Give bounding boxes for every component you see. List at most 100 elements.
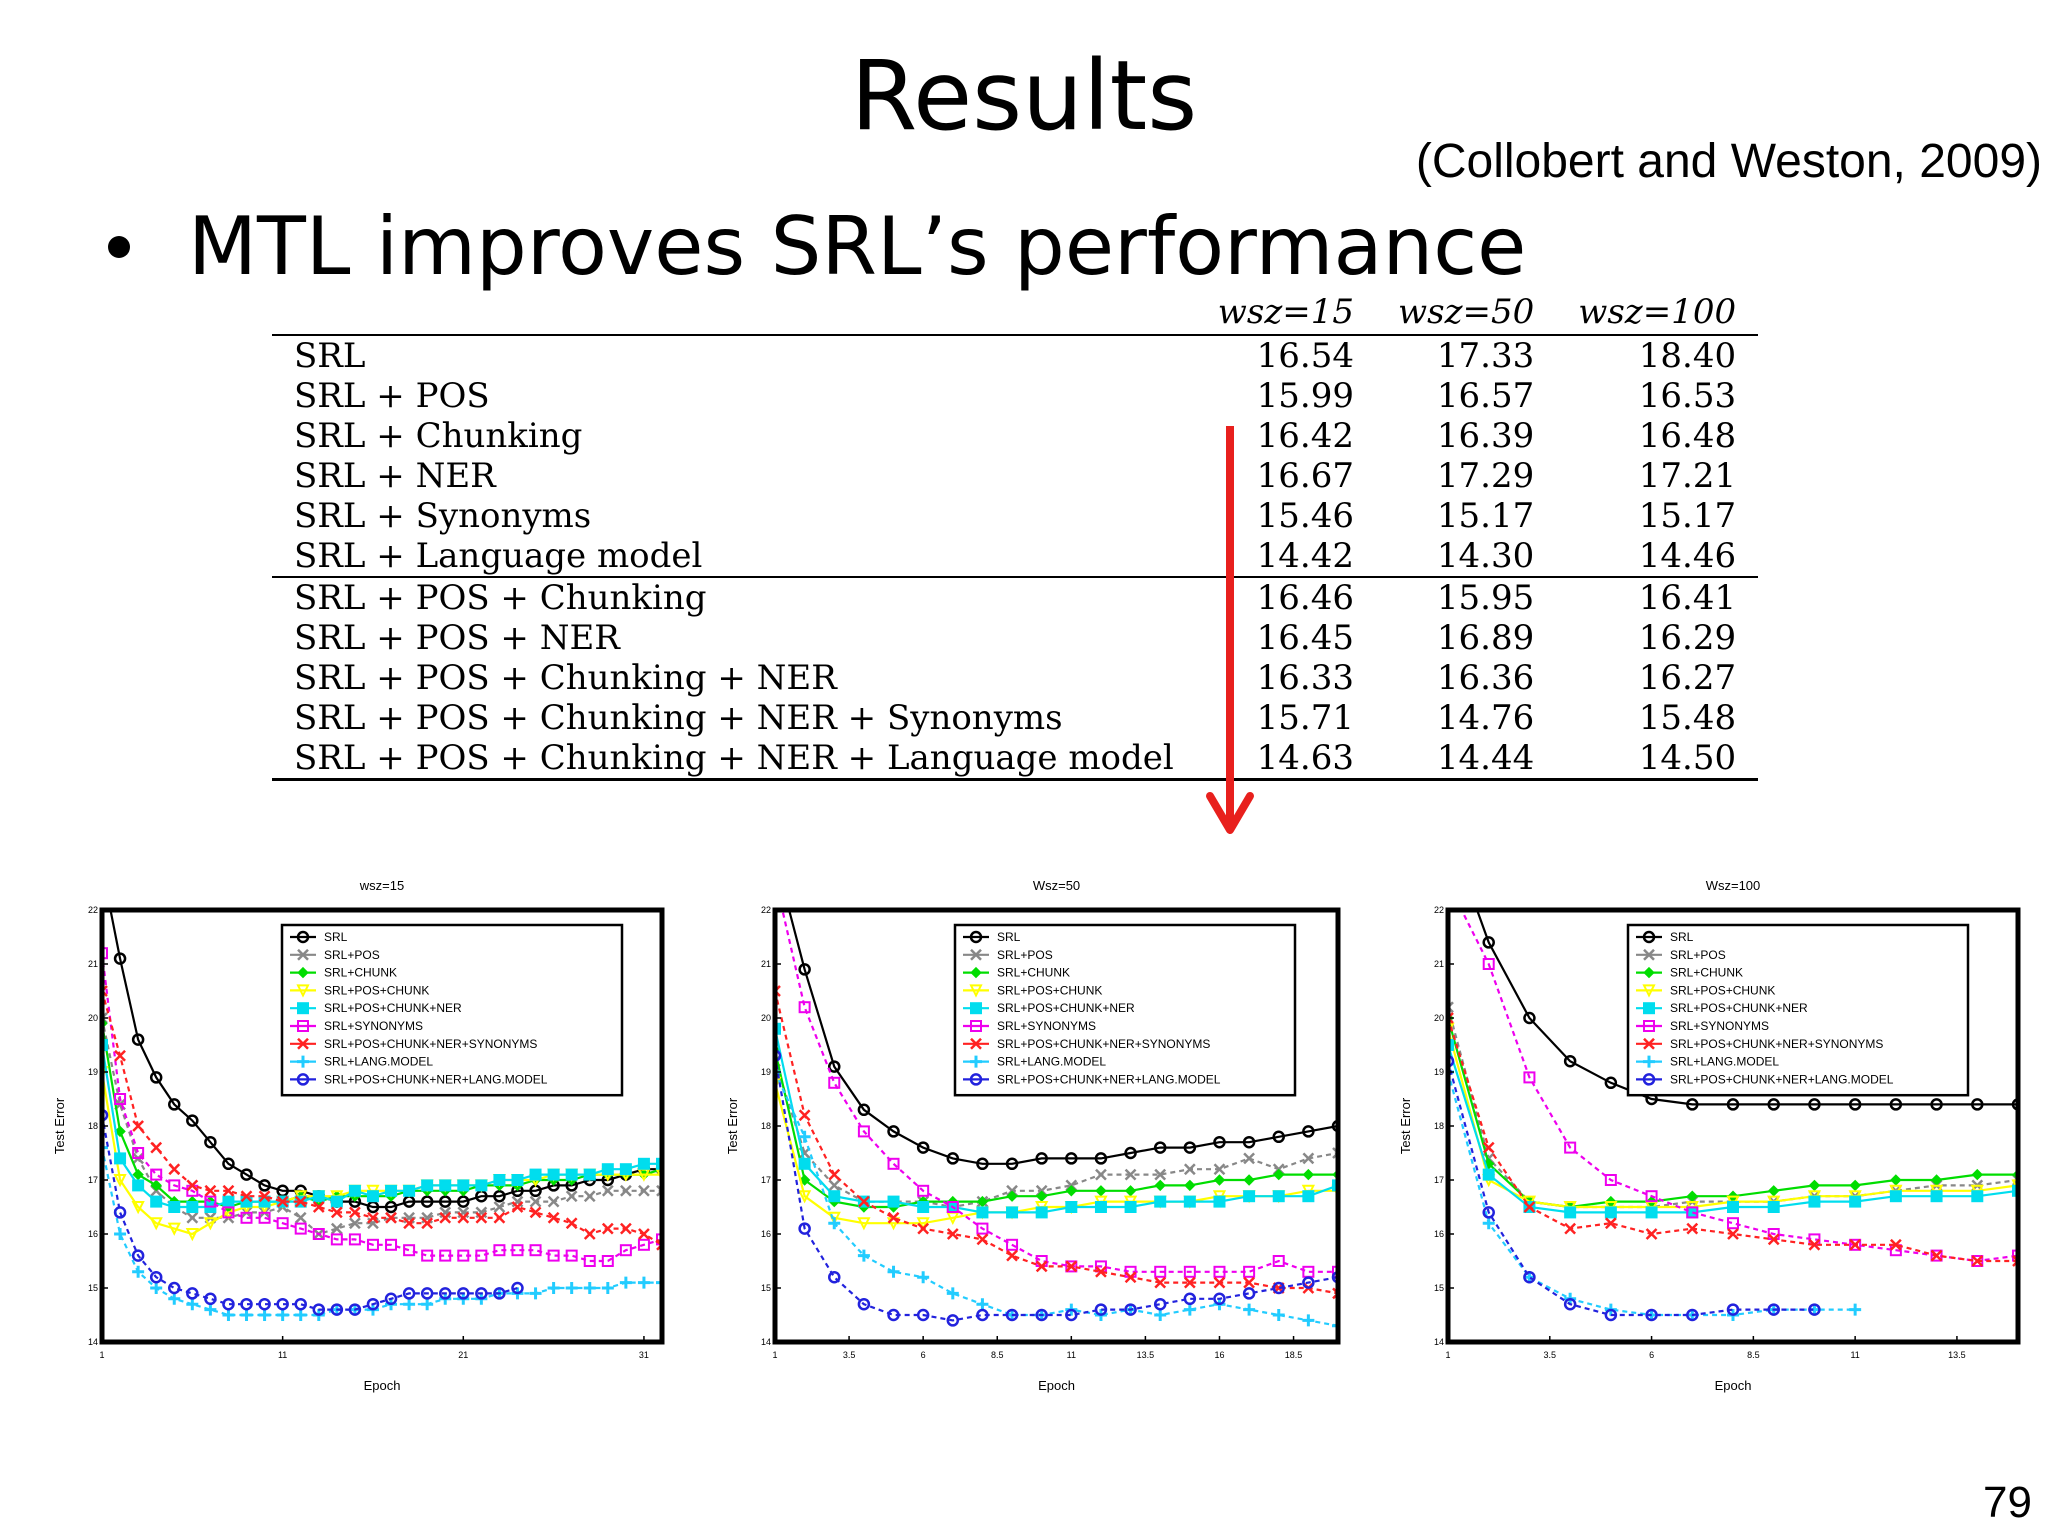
chart-point <box>1154 1168 1167 1181</box>
chart-point <box>420 1287 434 1300</box>
chart-series <box>775 1049 1338 1327</box>
chart-point <box>946 1228 959 1240</box>
chart-point <box>168 1179 181 1192</box>
chart-point <box>565 1190 578 1203</box>
chart-point <box>1523 1201 1536 1213</box>
chart-point <box>828 1179 841 1192</box>
chart-point <box>1005 1308 1019 1322</box>
chart-point <box>493 1174 506 1186</box>
chart-point <box>1035 1260 1048 1273</box>
chart-point <box>770 873 780 883</box>
chart-point <box>1183 1195 1196 1208</box>
chart-point <box>149 1270 163 1284</box>
chart-title: Wsz=50 <box>1033 878 1080 893</box>
chart-point <box>1808 1098 1821 1111</box>
chart-point <box>917 1271 930 1284</box>
chart-point <box>565 1168 578 1181</box>
chart-point <box>1183 1303 1196 1316</box>
chart-point <box>294 1222 307 1235</box>
legend-label: SRL+POS+CHUNK+NER+LANG.MODEL <box>324 1072 548 1086</box>
chart-point <box>1448 1012 1454 1024</box>
chart-point <box>916 1308 930 1322</box>
chart-point <box>1482 1217 1495 1230</box>
chart-point <box>384 1200 398 1214</box>
x-tick-label: 13.5 <box>1948 1350 1966 1360</box>
chart-point <box>240 1211 253 1224</box>
chart-point <box>619 1244 632 1257</box>
chart-point <box>1643 1002 1655 1015</box>
chart-point <box>1183 1141 1197 1154</box>
y-tick-label: 19 <box>88 1067 98 1077</box>
chart-point <box>857 1103 871 1117</box>
chart-point <box>1971 1255 1984 1267</box>
chart-point <box>168 1163 181 1176</box>
chart-point <box>366 1238 379 1251</box>
chart-point <box>1523 1270 1536 1284</box>
chart-title: wsz=15 <box>359 878 404 893</box>
x-tick-label: 16 <box>1214 1350 1224 1360</box>
chart-point <box>1242 1287 1256 1300</box>
chart-point <box>132 1265 145 1278</box>
chart-point <box>1005 1157 1019 1171</box>
column-header: wsz=15 <box>1195 292 1377 336</box>
chart-point <box>1332 1287 1338 1300</box>
chart-point <box>294 1309 307 1321</box>
chart-point <box>168 1281 181 1295</box>
table-cell: 15.46 <box>1256 496 1355 536</box>
table-row: SRL 16.54 17.33 18.40 <box>272 335 1758 376</box>
table-cell: 17.29 <box>1436 456 1535 496</box>
chart-point <box>1183 1276 1196 1289</box>
chart-point <box>312 1228 325 1240</box>
x-tick-label: 1 <box>1445 1350 1450 1360</box>
chart-point <box>493 1201 506 1213</box>
chart-point <box>421 1298 434 1311</box>
chart-point <box>583 1168 596 1181</box>
chart-point <box>1095 1185 1107 1197</box>
y-tick-label: 18 <box>88 1121 98 1131</box>
chart-point <box>1243 1190 1256 1203</box>
chart-point <box>1645 1206 1658 1219</box>
x-tick-label: 8.5 <box>1747 1350 1760 1360</box>
chart-point <box>798 1130 811 1143</box>
chart-point <box>403 1217 415 1230</box>
chart-point <box>1213 1163 1226 1176</box>
chart-point <box>976 1308 989 1322</box>
table-cell: 15.99 <box>1256 376 1355 416</box>
chart-point <box>1604 1217 1617 1230</box>
chart-point <box>1686 1098 1699 1111</box>
chart-point <box>1272 1255 1285 1267</box>
chart-point <box>1035 1206 1048 1219</box>
chart-point <box>798 1222 811 1235</box>
row-label: SRL + Chunking <box>294 416 583 456</box>
chart-point <box>1094 1303 1108 1316</box>
x-tick-label: 11 <box>1067 1350 1076 1360</box>
series-line <box>1448 1060 1815 1317</box>
chart-point <box>204 1195 217 1208</box>
legend-label: SRL+LANG.MODEL <box>324 1055 433 1069</box>
chart-point <box>529 1244 542 1257</box>
chart-point <box>276 1195 289 1208</box>
chart-point <box>186 1298 199 1311</box>
series-line <box>775 1060 1338 1209</box>
chart-point <box>656 1276 662 1289</box>
chart-point <box>887 1157 900 1170</box>
chart-point <box>1564 1222 1577 1235</box>
chart-point <box>969 1073 983 1086</box>
chart-point <box>421 1179 434 1192</box>
legend-box <box>1626 923 1970 1097</box>
chart-point <box>1153 1297 1167 1311</box>
chart-point <box>403 1244 416 1257</box>
chart-point <box>1243 1174 1255 1186</box>
chart-point <box>1243 1265 1256 1278</box>
x-tick-label: 1 <box>772 1350 777 1360</box>
chart-point <box>1849 1238 1862 1251</box>
chart-point <box>222 1309 235 1321</box>
chart-point <box>475 1211 488 1224</box>
chart-point <box>186 1201 199 1213</box>
table-cell: 16.48 <box>1638 416 1737 456</box>
chart-point <box>296 930 310 944</box>
chart-point <box>297 1055 309 1068</box>
bullet-text: MTL improves SRL’s performance <box>188 200 1527 293</box>
chart-series <box>1448 1012 2018 1267</box>
y-tick-label: 20 <box>761 1013 771 1023</box>
